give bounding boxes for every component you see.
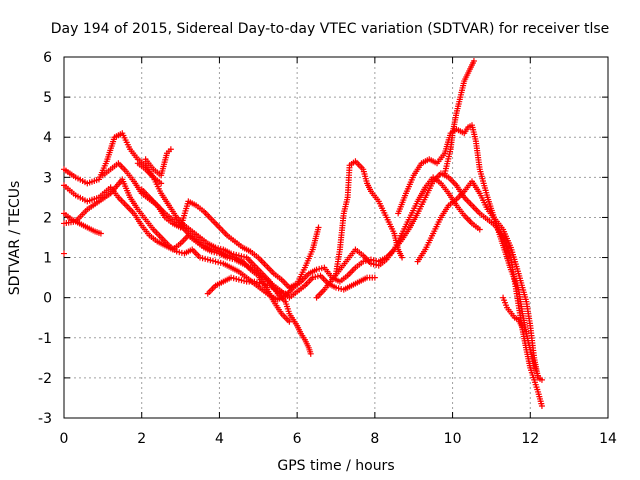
y-tick-label: -3 (38, 411, 52, 427)
series-track-9 (204, 274, 289, 297)
y-axis-label: SDTVAR / TECUs (7, 181, 23, 296)
y-tick-label: 1 (43, 251, 52, 267)
x-tick-label: 2 (137, 431, 146, 447)
data-series (61, 58, 545, 409)
plot-frame (63, 56, 609, 419)
series-outlier (61, 250, 67, 257)
gridlines (64, 57, 608, 418)
x-tick-label: 4 (215, 431, 224, 447)
y-tick-label: -2 (38, 371, 52, 387)
x-tick-label: 14 (599, 431, 617, 447)
x-tick-labels: 0 2 4 6 8 10 12 14 (60, 431, 617, 447)
series-track-11 (333, 158, 406, 277)
data-point (523, 328, 530, 335)
data-point (538, 402, 545, 409)
y-tick-label: 6 (43, 50, 52, 66)
y-tick-label: 5 (43, 90, 52, 106)
x-tick-label: 12 (521, 431, 539, 447)
series-track-3 (61, 170, 545, 409)
x-tick-label: 10 (444, 431, 462, 447)
x-tick-label: 0 (60, 431, 69, 447)
series-track-5 (99, 160, 293, 325)
data-point (315, 224, 322, 231)
series-track-6 (142, 146, 174, 179)
data-point (167, 146, 174, 153)
series-track-13 (414, 178, 545, 383)
y-tick-label: 2 (43, 210, 52, 226)
data-point (282, 290, 289, 297)
data-point (470, 58, 477, 65)
data-point (476, 226, 483, 233)
data-point (371, 274, 378, 281)
x-tick-label: 8 (370, 431, 379, 447)
series-track-14 (441, 58, 477, 177)
chart-title: Day 194 of 2015, Sidereal Day-to-day VTE… (51, 21, 610, 37)
data-point (158, 180, 165, 187)
series-track-1 (61, 130, 314, 357)
x-tick-label: 6 (293, 431, 302, 447)
axis-ticks (63, 56, 609, 419)
data-point (307, 350, 314, 357)
data-point (97, 230, 104, 237)
x-axis-label: GPS time / hours (277, 458, 394, 474)
y-tick-label: 0 (43, 291, 52, 307)
series-track-7 (134, 160, 165, 187)
y-tick-labels: -3 -2 -1 0 1 2 3 4 5 6 (38, 50, 52, 427)
series-track-8 (138, 186, 322, 291)
y-tick-label: 4 (43, 130, 52, 146)
data-point (399, 254, 406, 261)
series-track-15 (500, 294, 530, 335)
data-point (538, 376, 545, 383)
data-point (61, 250, 67, 257)
y-tick-label: -1 (38, 331, 52, 347)
series-track-12 (395, 122, 542, 379)
y-tick-label: 3 (43, 170, 52, 186)
data-point (286, 318, 293, 325)
